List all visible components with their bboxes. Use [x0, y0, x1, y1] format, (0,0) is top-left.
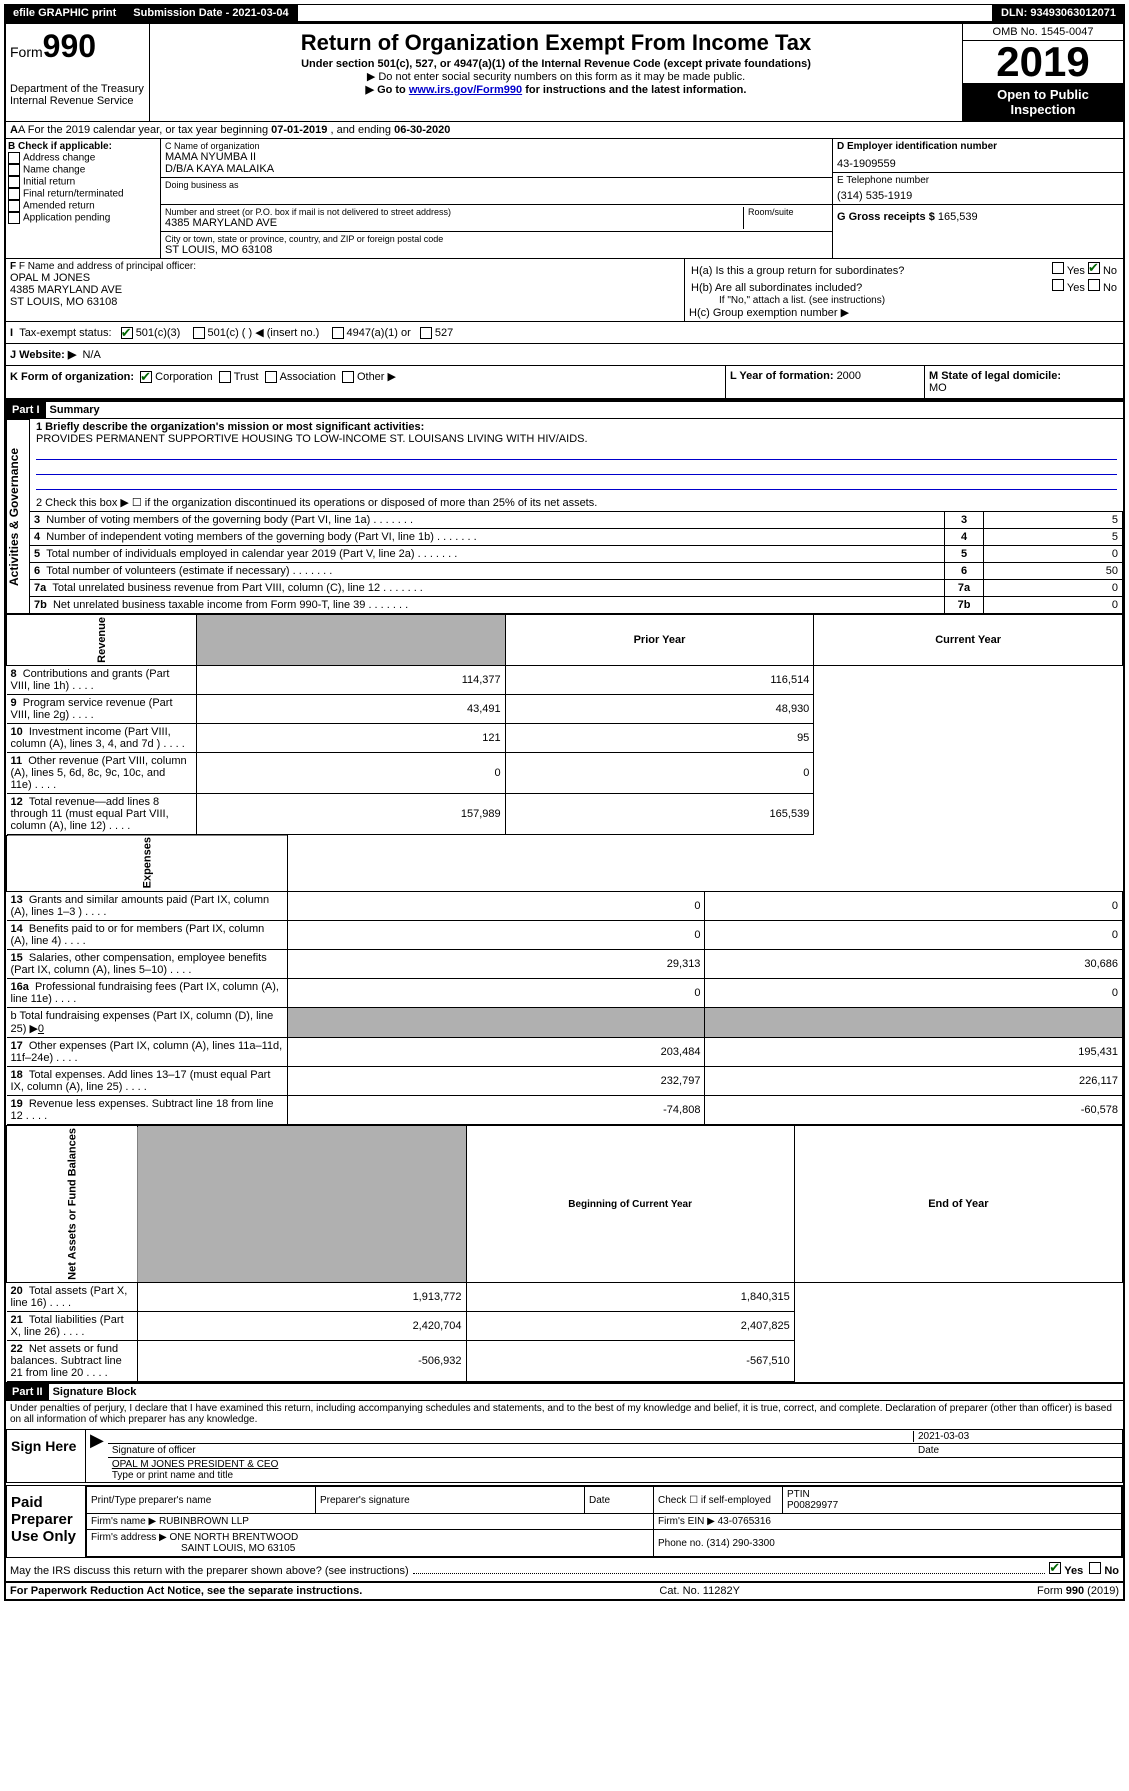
check-ha-no[interactable]: [1088, 262, 1100, 274]
state-domicile: M State of legal domicile:MO: [925, 366, 1123, 398]
check-hb-yes[interactable]: [1052, 279, 1064, 291]
group-return-block: H(a) Is this a group return for subordin…: [685, 259, 1123, 321]
table-row: 13 Grants and similar amounts paid (Part…: [7, 892, 1123, 921]
governance-table: 3 Number of voting members of the govern…: [30, 511, 1123, 614]
gross-receipts: G Gross receipts $ 165,539: [833, 205, 1123, 229]
table-row: 15 Salaries, other compensation, employe…: [7, 950, 1123, 979]
check-501c[interactable]: [193, 327, 205, 339]
table-row: 21 Total liabilities (Part X, line 26) .…: [7, 1312, 1123, 1341]
side-revenue: Revenue: [7, 615, 197, 666]
discuss-row: May the IRS discuss this return with the…: [6, 1558, 1123, 1583]
expenses-table: Expenses 13 Grants and similar amounts p…: [6, 835, 1123, 1125]
efile-link[interactable]: efile GRAPHIC print: [5, 5, 125, 21]
table-row: 17 Other expenses (Part IX, column (A), …: [7, 1038, 1123, 1067]
ein-block: D Employer identification number 43-1909…: [833, 139, 1123, 173]
city-block: City or town, state or province, country…: [161, 232, 832, 258]
phone-block: E Telephone number (314) 535-1919: [833, 173, 1123, 205]
net-assets-table: Net Assets or Fund Balances Beginning of…: [6, 1125, 1123, 1382]
check-amended-return[interactable]: [8, 200, 20, 212]
check-discuss-yes[interactable]: [1049, 1562, 1061, 1574]
dept-treasury: Department of the Treasury: [10, 83, 145, 95]
mission-block: 1 Briefly describe the organization's mi…: [30, 419, 1123, 494]
table-row: 20 Total assets (Part X, line 16) . . . …: [7, 1283, 1123, 1312]
check-corporation[interactable]: [140, 371, 152, 383]
form-subtitle: Under section 501(c), 527, or 4947(a)(1)…: [154, 58, 958, 70]
check-527[interactable]: [420, 327, 432, 339]
check-final-return[interactable]: [8, 188, 20, 200]
form-of-org: K Form of organization: Corporation Trus…: [6, 366, 726, 398]
org-name-block: C Name of organization MAMA NYUMBA II D/…: [161, 139, 832, 178]
principal-officer: F F Name and address of principal office…: [6, 259, 685, 321]
table-row: 9 Program service revenue (Part VIII, li…: [7, 694, 1123, 723]
part2-title: Signature Block: [49, 1384, 141, 1400]
table-row: 5 Total number of individuals employed i…: [30, 546, 1123, 563]
sign-here-block: Sign Here ▶ 2021-03-03 Signature of offi…: [6, 1429, 1123, 1483]
dba-block: Doing business as: [161, 178, 832, 205]
table-row: 11 Other revenue (Part VIII, column (A),…: [7, 752, 1123, 793]
check-address-change[interactable]: [8, 152, 20, 164]
part2-header: Part II: [6, 1384, 49, 1400]
table-row: 19 Revenue less expenses. Subtract line …: [7, 1096, 1123, 1125]
check-hb-no[interactable]: [1088, 279, 1100, 291]
check-name-change[interactable]: [8, 164, 20, 176]
open-public: Open to PublicInspection: [963, 83, 1123, 121]
note-ssn: ▶ Do not enter social security numbers o…: [154, 70, 958, 83]
form-number: Form990: [10, 28, 145, 65]
top-bar: efile GRAPHIC print Submission Date - 20…: [4, 4, 1125, 22]
part1-header: Part I: [6, 402, 46, 418]
table-row: 4 Number of independent voting members o…: [30, 529, 1123, 546]
prior-current-header: Revenue Prior Year Current Year 8 Contri…: [6, 614, 1123, 835]
side-net-assets: Net Assets or Fund Balances: [7, 1126, 138, 1283]
check-initial-return[interactable]: [8, 176, 20, 188]
footer: For Paperwork Reduction Act Notice, see …: [6, 1583, 1123, 1599]
form-title: Return of Organization Exempt From Incom…: [154, 30, 958, 56]
arrow-icon: ▶: [86, 1430, 108, 1482]
note-goto: ▶ Go to www.irs.gov/Form990 for instruct…: [154, 83, 958, 96]
irs-label: Internal Revenue Service: [10, 95, 145, 107]
dln: DLN: 93493063012071: [993, 5, 1124, 21]
check-association[interactable]: [265, 371, 277, 383]
table-row: 7a Total unrelated business revenue from…: [30, 580, 1123, 597]
check-application-pending[interactable]: [8, 212, 20, 224]
check-other[interactable]: [342, 371, 354, 383]
table-row: 10 Investment income (Part VIII, column …: [7, 723, 1123, 752]
check-501c3[interactable]: [121, 327, 133, 339]
spacer: [298, 5, 993, 21]
check-4947[interactable]: [332, 327, 344, 339]
table-row: 6 Total number of volunteers (estimate i…: [30, 563, 1123, 580]
tax-exempt-row: I Tax-exempt status: 501(c)(3) 501(c) ( …: [6, 322, 1123, 344]
irs-link[interactable]: www.irs.gov/Form990: [409, 84, 522, 96]
submission-date: Submission Date - 2021-03-04: [125, 5, 297, 21]
website-row: J Website: ▶ N/A: [6, 344, 1123, 366]
tax-year: 2019: [963, 41, 1123, 83]
perjury-declaration: Under penalties of perjury, I declare th…: [6, 1401, 1123, 1427]
part1-title: Summary: [46, 402, 104, 418]
line2-discontinue: 2 Check this box ▶ ☐ if the organization…: [30, 494, 1123, 511]
table-row: 3 Number of voting members of the govern…: [30, 512, 1123, 529]
table-row: 7b Net unrelated business taxable income…: [30, 597, 1123, 614]
paid-preparer-block: Paid Preparer Use Only Print/Type prepar…: [6, 1485, 1123, 1558]
side-activities: Activities & Governance: [6, 419, 30, 614]
address-block: Number and street (or P.O. box if mail i…: [161, 205, 832, 232]
check-trust[interactable]: [219, 371, 231, 383]
table-row: 14 Benefits paid to or for members (Part…: [7, 921, 1123, 950]
table-row: 18 Total expenses. Add lines 13–17 (must…: [7, 1067, 1123, 1096]
box-b-checkboxes: B Check if applicable: Address change Na…: [6, 139, 161, 258]
form-header: Form990 Department of the Treasury Inter…: [6, 24, 1123, 122]
table-row: 22 Net assets or fund balances. Subtract…: [7, 1341, 1123, 1382]
table-row: 8 Contributions and grants (Part VIII, l…: [7, 665, 1123, 694]
row-a-tax-year: AA For the 2019 calendar year, or tax ye…: [6, 122, 1123, 139]
check-discuss-no[interactable]: [1089, 1562, 1101, 1574]
side-expenses: Expenses: [7, 835, 288, 891]
table-row: 12 Total revenue—add lines 8 through 11 …: [7, 793, 1123, 834]
table-row: 16a Professional fundraising fees (Part …: [7, 979, 1123, 1008]
year-formation: L Year of formation: 2000: [726, 366, 925, 398]
check-ha-yes[interactable]: [1052, 262, 1064, 274]
